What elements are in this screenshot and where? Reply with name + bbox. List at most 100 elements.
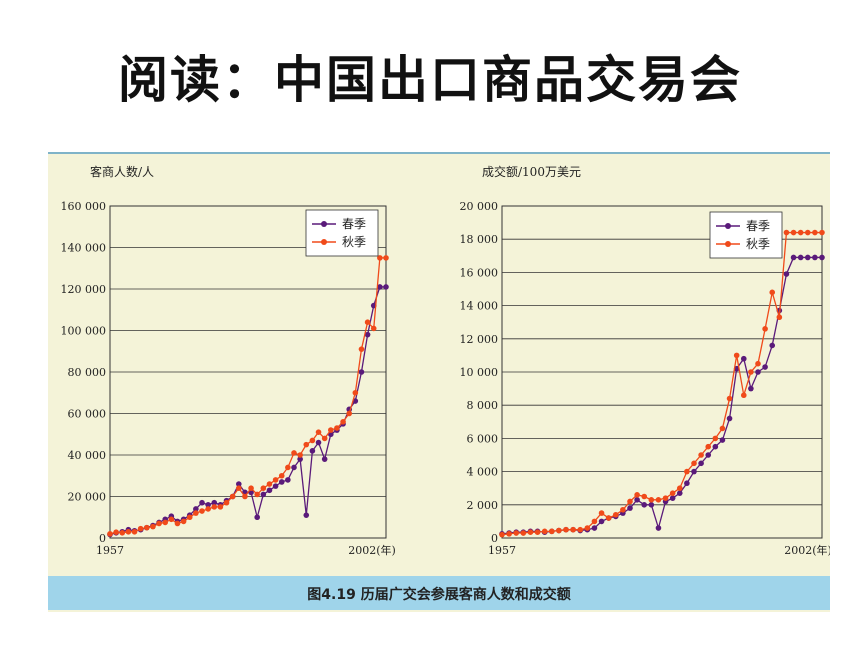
series-line-spring bbox=[109, 286, 386, 536]
data-point-autumn bbox=[223, 499, 230, 506]
series-line-autumn bbox=[109, 257, 386, 535]
data-point-autumn bbox=[340, 419, 346, 425]
y-axis-label: 成交额/100万美元 bbox=[482, 164, 581, 179]
y-tick-label: 16 000 bbox=[460, 266, 499, 279]
data-point-spring bbox=[358, 369, 365, 375]
data-point-spring bbox=[705, 452, 712, 458]
data-point-spring bbox=[291, 464, 297, 471]
data-point-autumn bbox=[804, 229, 811, 236]
data-point-autumn bbox=[548, 528, 555, 535]
data-point-spring bbox=[740, 355, 747, 362]
data-point-autumn bbox=[705, 443, 712, 450]
data-point-autumn bbox=[297, 452, 303, 458]
data-point-spring bbox=[193, 506, 199, 512]
data-point-autumn bbox=[769, 289, 776, 296]
y-tick-label: 8 000 bbox=[467, 399, 499, 412]
data-point-autumn bbox=[186, 514, 193, 521]
data-point-autumn bbox=[125, 528, 132, 535]
data-point-autumn bbox=[612, 511, 619, 518]
data-point-autumn bbox=[541, 528, 548, 535]
legend-marker bbox=[725, 223, 731, 229]
data-point-autumn bbox=[364, 319, 371, 325]
data-point-autumn bbox=[266, 481, 273, 487]
data-point-autumn bbox=[506, 531, 512, 537]
chart-turnover: 0 2 000 4 000 6 000 8 000 10 000 12 000 14 000 1… bbox=[460, 164, 831, 557]
data-point-autumn bbox=[499, 531, 505, 538]
y-tick-label: 10 000 bbox=[460, 366, 499, 379]
data-point-autumn bbox=[383, 255, 389, 261]
x-tick-label: 2002(年) bbox=[784, 543, 830, 557]
legend-box bbox=[305, 209, 379, 257]
y-tick-label: 160 000 bbox=[61, 200, 107, 213]
data-point-autumn bbox=[180, 518, 187, 525]
data-point-autumn bbox=[641, 493, 648, 500]
y-axis-label: 客商人数/人 bbox=[90, 164, 154, 179]
data-point-autumn bbox=[520, 530, 527, 536]
x-tick-label: 1957 bbox=[96, 544, 124, 557]
data-point-autumn bbox=[174, 520, 181, 527]
y-tick-label: 14 000 bbox=[460, 300, 499, 313]
data-point-spring bbox=[272, 483, 279, 489]
y-tick-label: 40 000 bbox=[68, 449, 107, 462]
figure-caption: 图4.19 历届广交会参展客商人数和成交额 bbox=[307, 587, 571, 603]
data-point-spring bbox=[236, 481, 242, 487]
data-point-spring bbox=[383, 284, 389, 290]
data-point-autumn bbox=[598, 510, 605, 516]
data-point-autumn bbox=[726, 395, 733, 402]
data-point-autumn bbox=[162, 519, 168, 526]
data-point-autumn bbox=[762, 326, 768, 332]
legend-marker bbox=[725, 241, 731, 247]
chart-visitors: 0 20 000 40 000 60 000 80 000 100 000 120 000 1… bbox=[61, 164, 396, 557]
legend-marker bbox=[321, 221, 327, 227]
data-point-spring bbox=[790, 254, 797, 261]
y-tick-label: 4 000 bbox=[467, 466, 499, 479]
data-point-autumn bbox=[627, 498, 633, 505]
data-point-autumn bbox=[272, 477, 279, 483]
x-tick-label: 1957 bbox=[488, 544, 516, 557]
y-tick-label: 20 000 bbox=[68, 491, 107, 504]
data-point-autumn bbox=[321, 435, 328, 442]
y-tick-label: 120 000 bbox=[61, 283, 107, 296]
data-point-spring bbox=[691, 468, 697, 475]
data-point-autumn bbox=[634, 492, 640, 498]
data-point-autumn bbox=[156, 520, 162, 527]
data-point-spring bbox=[812, 254, 818, 261]
y-tick-label: 140 000 bbox=[61, 242, 107, 255]
data-point-spring bbox=[641, 502, 648, 508]
data-point-autumn bbox=[755, 360, 761, 367]
data-point-spring bbox=[698, 460, 704, 467]
y-tick-label: 0 bbox=[99, 532, 106, 545]
data-point-spring bbox=[211, 499, 218, 506]
data-point-autumn bbox=[248, 485, 254, 492]
data-point-autumn bbox=[144, 524, 150, 531]
data-point-autumn bbox=[346, 410, 353, 417]
data-point-spring bbox=[676, 490, 683, 496]
series-line-autumn bbox=[501, 231, 822, 536]
data-point-autumn bbox=[150, 523, 156, 530]
figure-panel bbox=[48, 152, 830, 612]
legend-label: 春季 bbox=[746, 219, 770, 233]
data-point-autumn bbox=[534, 529, 541, 535]
data-point-spring bbox=[297, 456, 303, 462]
data-point-autumn bbox=[328, 427, 334, 433]
y-tick-label: 12 000 bbox=[460, 333, 499, 346]
data-point-autumn bbox=[236, 485, 242, 492]
data-point-autumn bbox=[131, 528, 138, 535]
data-point-spring bbox=[260, 491, 267, 498]
legend-label: 春季 bbox=[342, 217, 366, 231]
data-point-autumn bbox=[193, 510, 199, 516]
data-point-autumn bbox=[584, 525, 591, 531]
y-tick-label: 6 000 bbox=[467, 432, 499, 445]
data-point-autumn bbox=[648, 497, 655, 503]
data-point-autumn bbox=[377, 255, 383, 261]
data-point-autumn bbox=[812, 229, 818, 236]
y-tick-label: 18 000 bbox=[460, 233, 499, 246]
legend-label: 秋季 bbox=[342, 235, 366, 249]
data-point-autumn bbox=[669, 490, 676, 496]
data-point-autumn bbox=[352, 389, 359, 396]
data-point-autumn bbox=[205, 506, 211, 512]
data-point-autumn bbox=[797, 229, 804, 236]
data-point-autumn bbox=[358, 346, 365, 352]
data-point-spring bbox=[321, 456, 328, 462]
caption-strip bbox=[48, 576, 830, 610]
